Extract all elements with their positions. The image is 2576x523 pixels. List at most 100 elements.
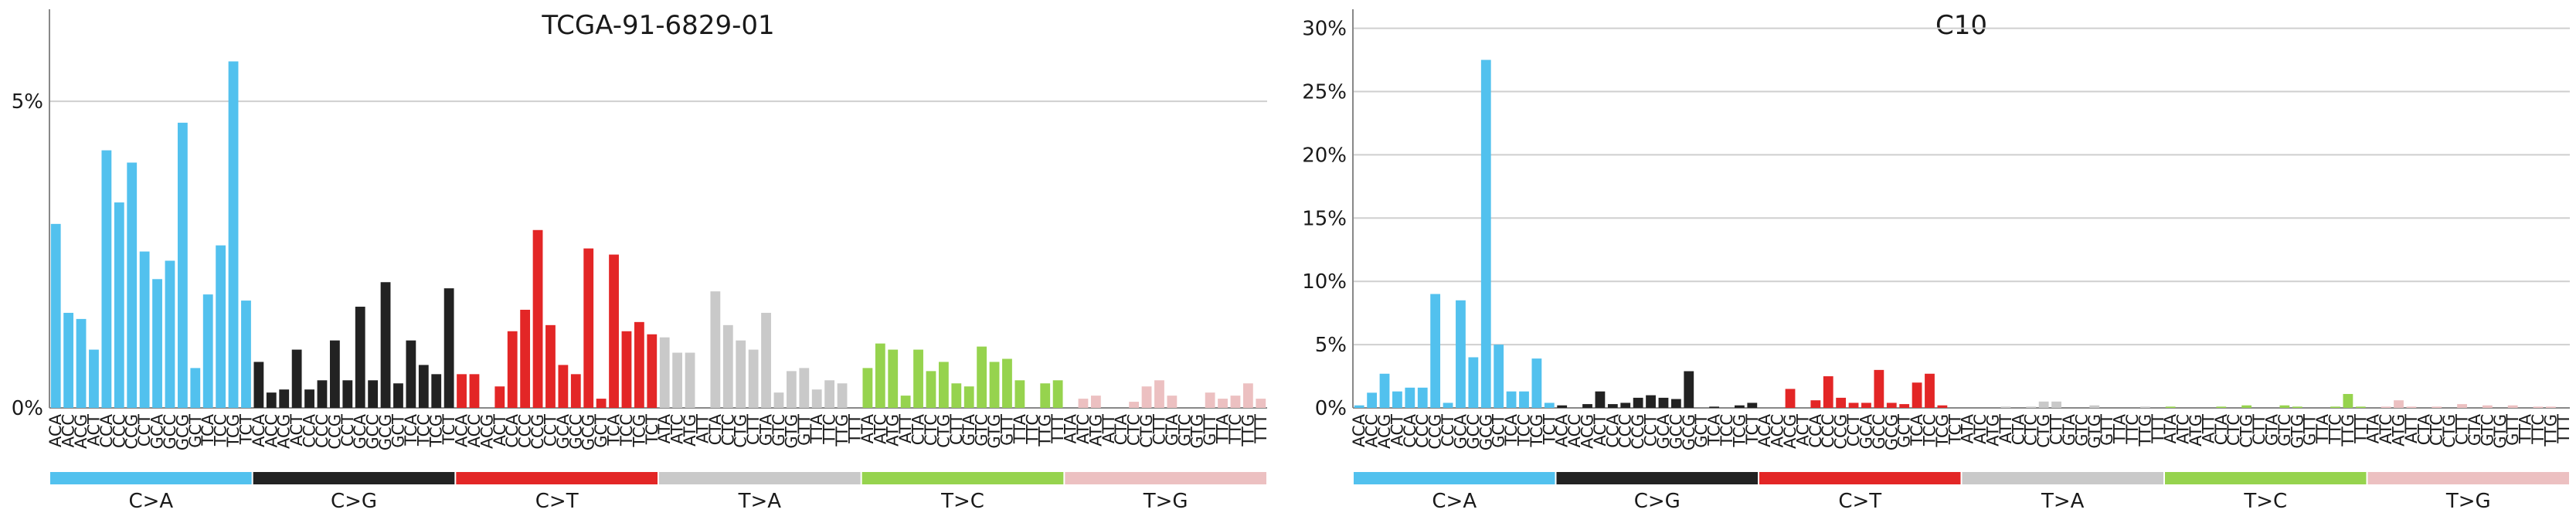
x-tick-label: GTG [2085, 414, 2104, 449]
x-tick-label: TCA [199, 413, 217, 446]
bar [532, 229, 543, 408]
x-tick-label: GCG [1680, 414, 1698, 450]
bar [2533, 406, 2544, 408]
bar [1506, 391, 1517, 408]
x-tick-label: GCC [566, 414, 585, 450]
bar [494, 386, 505, 408]
bar [380, 282, 391, 408]
x-tick-label: ACG [275, 414, 294, 449]
bar [2165, 406, 2176, 408]
x-tick-label: GTA [2466, 413, 2484, 446]
bar [76, 318, 87, 408]
bar [190, 368, 201, 408]
bar [1480, 59, 1491, 409]
bar [2139, 406, 2150, 408]
x-tick-label: CTT [2048, 414, 2066, 445]
bar [977, 346, 987, 408]
bar [63, 312, 74, 408]
group-label: T>A [738, 490, 782, 513]
x-tick-label: CTG [2238, 414, 2256, 448]
x-tick-label: GCA [351, 413, 369, 449]
x-tick-label: GTC [2478, 414, 2496, 447]
bar [1090, 396, 1101, 408]
group-label: T>C [2243, 490, 2287, 513]
x-tick-label: ATC [668, 414, 687, 444]
x-tick-label: GCT [186, 414, 205, 448]
bar [1205, 392, 1215, 408]
x-tick-label: GCC [1667, 414, 1685, 450]
x-tick-label: CCC [516, 414, 535, 448]
x-tick-label: GCA [1451, 413, 1470, 449]
group-strip [861, 472, 1064, 484]
x-tick-label: TTC [1023, 414, 1042, 445]
bar [368, 380, 379, 408]
bar [469, 374, 480, 408]
bar [1544, 402, 1555, 408]
x-tick-label: TTC [2529, 414, 2547, 445]
x-tick-label: ACA [1350, 413, 1368, 447]
x-tick-label: ATT [693, 414, 712, 443]
bar [2051, 401, 2061, 408]
group-label: C>A [1432, 490, 1477, 513]
y-tick-label: 5% [1315, 334, 1347, 357]
x-tick-label: ATG [2187, 414, 2205, 447]
x-tick-label: GCG [173, 414, 192, 450]
bar [1040, 383, 1051, 408]
bar [2381, 406, 2391, 408]
group-label: C>T [1838, 490, 1881, 513]
bar [2545, 406, 2556, 408]
x-tick-label: TTA [1011, 413, 1029, 444]
bar [1823, 376, 1833, 408]
bar [1595, 391, 1606, 408]
bar [1256, 399, 1266, 408]
x-tick-label: GCT [389, 414, 407, 448]
bar [2355, 406, 2366, 408]
y-tick-label: 15% [1302, 207, 1347, 230]
bar [1494, 345, 1504, 408]
bar [2507, 405, 2518, 408]
bar [1633, 397, 1643, 408]
x-tick-label: ACT [491, 414, 509, 447]
bar [710, 291, 721, 408]
bar [862, 368, 873, 408]
x-tick-label: ACG [1375, 414, 1394, 449]
group-strip [50, 472, 252, 484]
x-tick-label: GCA [554, 413, 573, 449]
bar [1141, 386, 1152, 408]
x-tick-label: ATC [871, 414, 889, 444]
bar [1658, 397, 1669, 408]
bar [1607, 404, 1618, 408]
x-tick-label: ATT [1099, 414, 1118, 443]
bar [2432, 406, 2442, 408]
x-tick-label: CCG [528, 414, 547, 450]
y-tick-label: 20% [1302, 144, 1347, 167]
group-label: T>A [2041, 490, 2085, 513]
bar [355, 307, 365, 408]
group-strip [1962, 472, 2163, 484]
x-tick-label: TCG [630, 414, 648, 448]
bar [520, 309, 531, 408]
x-tick-label: GCC [1464, 414, 1483, 450]
x-tick-label: GTC [2072, 414, 2091, 447]
x-tick-label: CTC [1125, 414, 1144, 446]
bar [963, 386, 974, 408]
x-tick-label: ACA [1755, 413, 1774, 447]
bar [1925, 373, 1935, 408]
x-tick-label: TTA [2313, 413, 2332, 444]
x-tick-label: ATG [2390, 414, 2408, 447]
x-tick-label: TCG [1528, 414, 1546, 448]
x-tick-label: TCT [1540, 414, 1558, 445]
bar [2292, 406, 2302, 408]
bar [317, 380, 328, 408]
bar [1670, 399, 1681, 408]
bar [1242, 383, 1253, 408]
bar [1167, 396, 1178, 408]
x-tick-label: CCC [1413, 414, 1432, 448]
x-tick-label: GCC [1870, 414, 1888, 450]
bar [1519, 391, 1529, 408]
x-tick-label: GTT [2301, 414, 2319, 446]
x-tick-label: TCA [1908, 413, 1926, 446]
x-tick-label: TCT [1743, 414, 1762, 445]
bar [1684, 371, 1694, 408]
x-tick-label: CCA [301, 413, 319, 447]
